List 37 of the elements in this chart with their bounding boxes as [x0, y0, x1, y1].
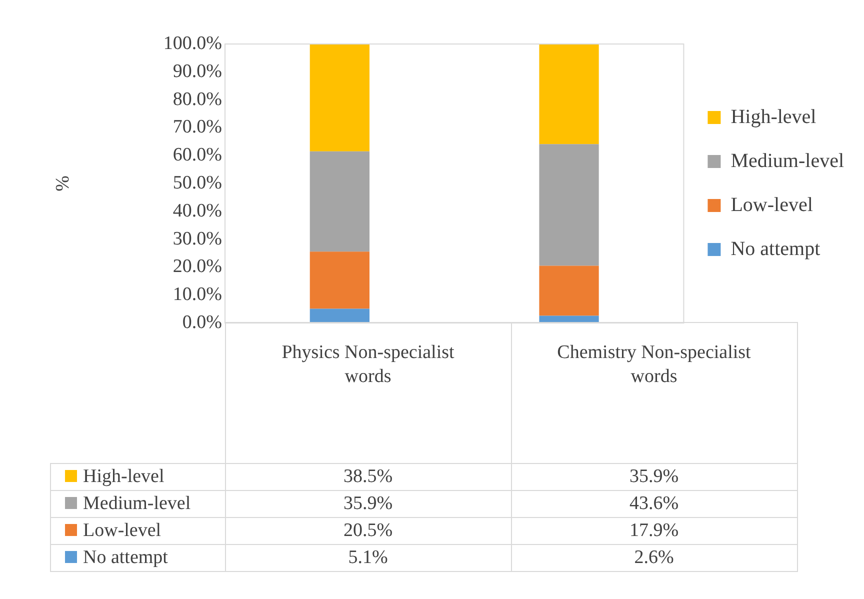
bar	[539, 144, 599, 266]
y-tick-label: 80.0%	[172, 88, 222, 110]
bar	[539, 266, 599, 316]
y-tick-label: 100.0%	[163, 32, 222, 54]
text: No attempt	[83, 547, 168, 568]
text: Medium-level	[83, 493, 191, 514]
data-label: 17.9%	[511, 518, 797, 544]
legend-label: Medium-level	[730, 150, 844, 172]
y-tick-label: 30.0%	[172, 228, 222, 250]
data-label: 35.9%	[511, 464, 797, 490]
text: Low-level	[83, 520, 162, 541]
data-label: 5.1%	[225, 544, 511, 572]
y-tick-label: 60.0%	[172, 144, 222, 166]
data-label: 38.5%	[225, 464, 511, 490]
legend-label: No attempt	[730, 238, 821, 260]
y-axis-title: %	[52, 175, 74, 192]
y-tick-label: 90.0%	[172, 60, 222, 82]
data-label: 20.5%	[225, 518, 511, 544]
data-label: 2.6%	[511, 544, 797, 572]
bar	[310, 308, 370, 323]
x-tick-label: Physics Non-specialist words	[225, 322, 511, 464]
x-tick-label: Chemistry Non-specialist words	[511, 322, 797, 464]
y-tick-label: 0.0%	[182, 312, 222, 333]
data-label: 43.6%	[511, 490, 797, 518]
y-tick-label: 50.0%	[172, 172, 222, 194]
bar	[310, 151, 370, 252]
bar	[539, 44, 599, 144]
legend-label: Low-level	[730, 194, 814, 216]
bar	[310, 44, 370, 152]
data-label: 35.9%	[225, 490, 511, 518]
y-tick-label: 40.0%	[172, 200, 222, 222]
legend-label: High-level	[730, 106, 817, 128]
y-tick-label: 70.0%	[172, 116, 222, 138]
bar	[310, 252, 370, 309]
y-tick-label: 20.0%	[172, 256, 222, 278]
y-tick-label: 10.0%	[172, 284, 222, 306]
text: High-level	[83, 466, 164, 487]
